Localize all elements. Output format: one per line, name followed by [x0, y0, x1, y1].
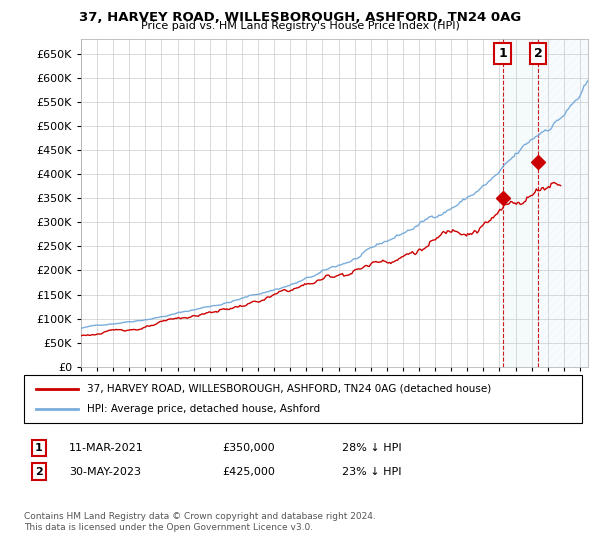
Text: 28% ↓ HPI: 28% ↓ HPI [342, 443, 401, 453]
Text: £425,000: £425,000 [222, 466, 275, 477]
Bar [503, 39, 538, 367]
Text: 37, HARVEY ROAD, WILLESBOROUGH, ASHFORD, TN24 0AG: 37, HARVEY ROAD, WILLESBOROUGH, ASHFORD,… [79, 11, 521, 24]
Text: £350,000: £350,000 [222, 443, 275, 453]
Text: HPI: Average price, detached house, Ashford: HPI: Average price, detached house, Ashf… [87, 404, 320, 414]
Text: 23% ↓ HPI: 23% ↓ HPI [342, 466, 401, 477]
Text: 11-MAR-2021: 11-MAR-2021 [69, 443, 144, 453]
Text: 30-MAY-2023: 30-MAY-2023 [69, 466, 141, 477]
Text: 37, HARVEY ROAD, WILLESBOROUGH, ASHFORD, TN24 0AG (detached house): 37, HARVEY ROAD, WILLESBOROUGH, ASHFORD,… [87, 384, 491, 394]
Text: 1: 1 [498, 47, 507, 60]
Text: Price paid vs. HM Land Registry's House Price Index (HPI): Price paid vs. HM Land Registry's House … [140, 21, 460, 31]
Bar [538, 39, 588, 367]
Text: 2: 2 [534, 47, 542, 60]
Text: 2: 2 [35, 466, 43, 477]
Text: Contains HM Land Registry data © Crown copyright and database right 2024.
This d: Contains HM Land Registry data © Crown c… [24, 512, 376, 532]
Text: 1: 1 [35, 443, 43, 453]
